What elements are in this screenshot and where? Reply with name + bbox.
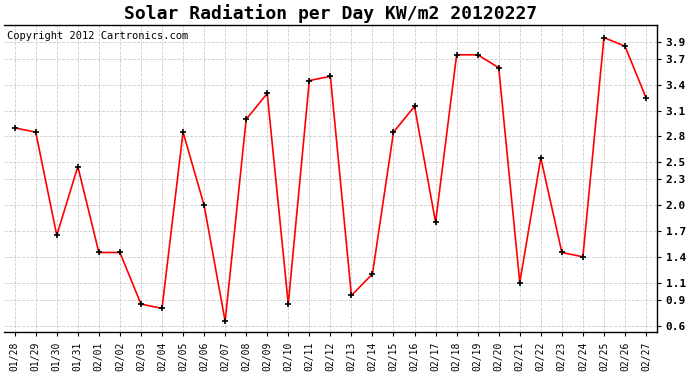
Text: Copyright 2012 Cartronics.com: Copyright 2012 Cartronics.com bbox=[8, 31, 188, 41]
Title: Solar Radiation per Day KW/m2 20120227: Solar Radiation per Day KW/m2 20120227 bbox=[124, 4, 537, 23]
